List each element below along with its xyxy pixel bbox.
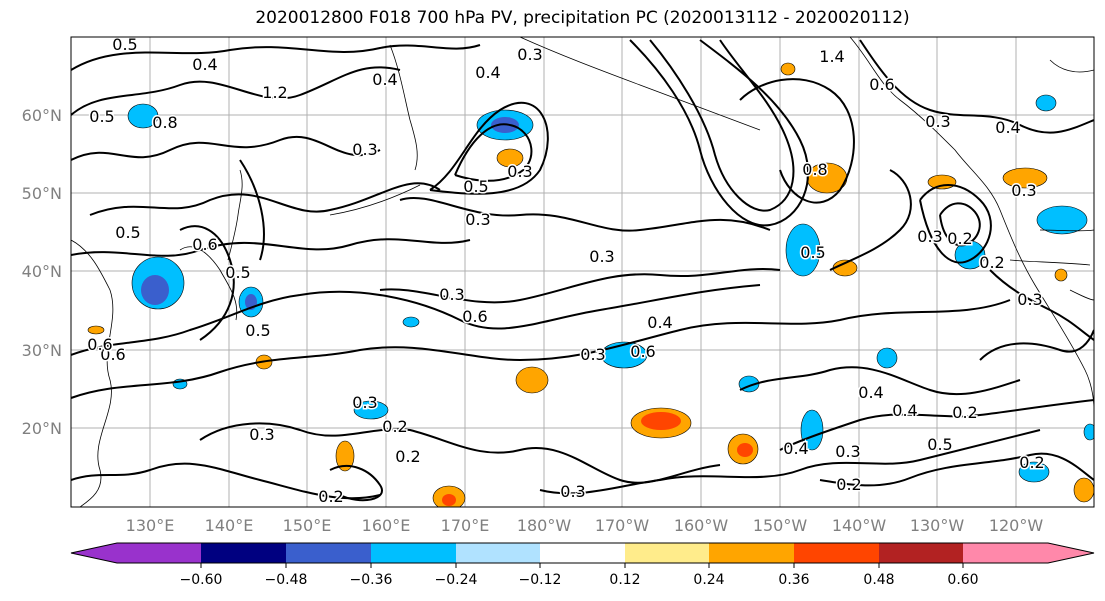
contour-label: 0.2 — [836, 475, 861, 494]
contour-label: 0.5 — [225, 263, 250, 282]
lon-label: 120°W — [989, 516, 1044, 535]
colorbar-tick-label: −0.24 — [435, 572, 478, 588]
contour-label: 1.2 — [262, 83, 287, 102]
contour-label: 0.5 — [245, 321, 270, 340]
colorbar-tick-label: −0.60 — [180, 572, 223, 588]
contour-label: 0.3 — [249, 425, 274, 444]
contour-label: 0.8 — [802, 160, 827, 179]
contour-label: 0.5 — [463, 177, 488, 196]
colorbar-segment — [286, 543, 371, 563]
lon-label: 130°E — [126, 516, 175, 535]
contour-label: 0.3 — [917, 227, 942, 246]
contour-label: 0.4 — [995, 118, 1020, 137]
contour-label: 0.5 — [800, 243, 825, 262]
lon-label: 170°W — [595, 516, 650, 535]
contour-label: 0.3 — [352, 393, 377, 412]
contour-label: 0.4 — [858, 383, 883, 402]
contour-label: 0.5 — [112, 35, 137, 54]
longitude-labels: 130°E 140°E 150°E 160°E 170°E 180°W 170°… — [126, 516, 1044, 535]
contour-label: 0.5 — [89, 107, 114, 126]
contour-label: 1.4 — [819, 47, 844, 66]
contour-label: 0.3 — [580, 345, 605, 364]
contour-label: 0.4 — [372, 70, 397, 89]
colorbar-segment — [540, 543, 625, 563]
contour-label: 0.6 — [192, 235, 217, 254]
colorbar-segment — [371, 543, 456, 563]
contour-label: 0.5 — [927, 435, 952, 454]
contour-label: 0.3 — [517, 45, 542, 64]
colorbar-tick-label: −0.36 — [350, 572, 393, 588]
contour-label: 0.2 — [395, 447, 420, 466]
colorbar-segment — [879, 543, 963, 563]
colorbar-tick-label: −0.12 — [519, 572, 562, 588]
contour-label: 0.6 — [87, 335, 112, 354]
contour-label: 0.4 — [783, 439, 808, 458]
colorbar-tick-label: 0.48 — [863, 572, 894, 588]
contour-label: 0.2 — [947, 229, 972, 248]
contour-label: 0.3 — [925, 112, 950, 131]
colorbar-segments — [117, 543, 963, 563]
contour-label: 0.6 — [462, 307, 487, 326]
precip-shading — [87, 62, 1094, 507]
lat-label: 40°N — [22, 262, 62, 281]
lon-label: 180°W — [517, 516, 572, 535]
contour-label: 0.6 — [869, 75, 894, 94]
contour-label: 0.2 — [952, 403, 977, 422]
contour-labels: 0.5 0.4 1.2 0.8 0.5 0.4 0.3 0.4 0.3 0.5 0.3 0.3 0.8 1… — [86, 35, 1046, 507]
colorbar: −0.60 −0.48 −0.36 −0.24 −0.12 0.12 0.24 0.36 0.4… — [70, 542, 1095, 588]
lat-label: 20°N — [22, 419, 62, 438]
colorbar-segment — [201, 543, 286, 563]
contour-label: 0.2 — [979, 253, 1004, 272]
contour-label: 0.3 — [507, 162, 532, 181]
lat-label: 60°N — [22, 106, 62, 125]
contour-label: 0.6 — [630, 342, 655, 361]
lon-label: 150°E — [283, 516, 332, 535]
colorbar-segment — [794, 543, 879, 563]
contour-label: 0.2 — [382, 417, 407, 436]
contour-label: 0.3 — [589, 247, 614, 266]
contour-label: 0.4 — [192, 55, 217, 74]
contour-label: 0.5 — [115, 223, 140, 242]
lon-label: 160°W — [674, 516, 729, 535]
contour-label: 0.8 — [152, 113, 177, 132]
contour-label: 0.3 — [1011, 181, 1036, 200]
map-title: 2020012800 F018 700 hPa PV, precipitatio… — [255, 8, 910, 28]
contour-label: 0.2 — [318, 487, 343, 506]
colorbar-tick-label: 0.60 — [947, 572, 978, 588]
lon-label: 130°W — [910, 516, 965, 535]
pv-contours — [71, 39, 1094, 502]
lon-label: 140°E — [205, 516, 254, 535]
lon-label: 160°E — [362, 516, 411, 535]
contour-label: 0.3 — [560, 482, 585, 501]
contour-label: 0.4 — [892, 401, 917, 420]
coastlines — [71, 37, 1094, 507]
colorbar-segment — [709, 543, 794, 563]
contour-label: 0.4 — [647, 313, 672, 332]
contour-label: 0.3 — [835, 442, 860, 461]
contour-label: 0.3 — [352, 140, 377, 159]
colorbar-extend-right — [963, 543, 1094, 563]
colorbar-segment — [456, 543, 540, 563]
contour-label: 0.2 — [1019, 453, 1044, 472]
contour-label: 0.6 — [100, 345, 125, 364]
colorbar-tick-label: 0.12 — [609, 572, 640, 588]
colorbar-segment — [117, 543, 201, 563]
contour-label: 0.3 — [1017, 290, 1042, 309]
colorbar-tick-label: 0.36 — [778, 572, 809, 588]
lat-label: 30°N — [22, 341, 62, 360]
lon-label: 170°E — [441, 516, 490, 535]
contour-label: 0.4 — [475, 63, 500, 82]
colorbar-tick-label: 0.24 — [693, 572, 724, 588]
colorbar-ticks: −0.60 −0.48 −0.36 −0.24 −0.12 0.12 0.24 0.36 0.4… — [180, 563, 979, 588]
latitude-labels: 60°N 50°N 40°N 30°N 20°N — [22, 106, 62, 438]
contour-label: 0.3 — [439, 285, 464, 304]
contour-label: 0.3 — [465, 210, 490, 229]
lat-label: 50°N — [22, 184, 62, 203]
lon-label: 140°W — [832, 516, 887, 535]
map-frame — [70, 36, 1095, 508]
colorbar-segment — [625, 543, 709, 563]
lon-label: 150°W — [753, 516, 808, 535]
colorbar-tick-label: −0.48 — [265, 572, 308, 588]
